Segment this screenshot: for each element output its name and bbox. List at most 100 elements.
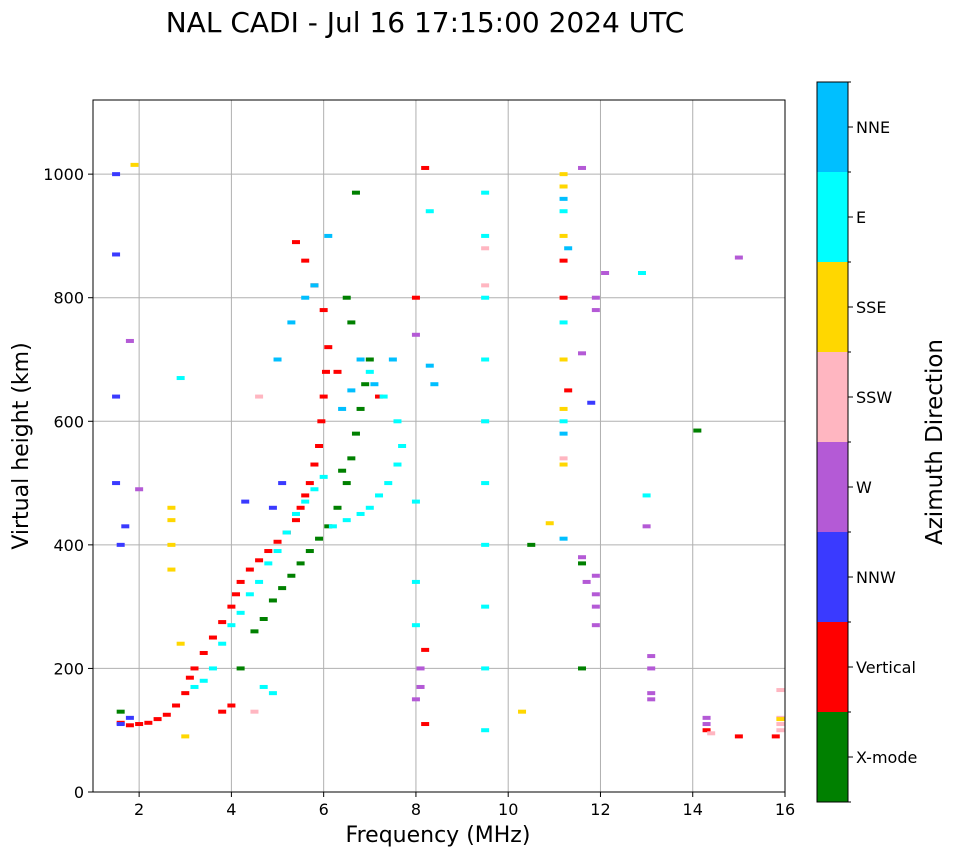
data-point xyxy=(771,734,780,739)
data-point xyxy=(268,598,277,603)
x-tick-label: 10 xyxy=(498,800,518,819)
plot-frame xyxy=(92,99,786,793)
data-point xyxy=(296,561,305,566)
data-point xyxy=(416,684,425,689)
data-point xyxy=(411,499,420,504)
data-point xyxy=(310,487,319,492)
data-point xyxy=(112,394,121,399)
data-point xyxy=(236,610,245,615)
colorbar-swatch xyxy=(817,262,848,352)
data-point xyxy=(227,604,236,609)
data-point xyxy=(587,400,596,405)
data-point xyxy=(176,376,185,381)
x-tick-label: 6 xyxy=(319,800,329,819)
data-point xyxy=(481,604,490,609)
data-point xyxy=(264,561,273,566)
colorbar-swatch xyxy=(817,82,848,172)
data-point xyxy=(125,338,134,343)
colorbar-swatch xyxy=(817,442,848,532)
x-tick-label: 4 xyxy=(226,800,236,819)
data-point xyxy=(199,678,208,683)
data-point xyxy=(268,691,277,696)
data-point xyxy=(121,524,130,529)
data-point xyxy=(411,579,420,584)
data-point xyxy=(421,647,430,652)
data-point xyxy=(370,382,379,387)
data-point xyxy=(591,573,600,578)
data-point xyxy=(135,722,144,727)
data-point xyxy=(185,675,194,680)
data-point xyxy=(116,709,125,714)
data-point xyxy=(559,196,568,201)
data-point xyxy=(559,295,568,300)
data-point xyxy=(601,271,610,275)
data-point xyxy=(190,684,199,689)
data-point xyxy=(273,549,282,554)
data-point xyxy=(296,505,305,510)
data-point xyxy=(578,666,587,671)
colorbar-frame xyxy=(816,81,849,803)
data-point xyxy=(527,542,536,547)
y-tick-label: 200 xyxy=(53,659,84,678)
y-tick-label: 0 xyxy=(74,783,84,802)
data-point xyxy=(241,499,250,504)
data-point xyxy=(232,592,241,597)
data-point xyxy=(591,604,600,609)
data-point xyxy=(319,474,328,479)
data-point xyxy=(112,481,121,486)
data-point xyxy=(518,709,527,714)
data-point xyxy=(481,666,490,671)
data-point xyxy=(734,255,743,260)
colorbar-label: X-mode xyxy=(856,748,917,767)
data-point xyxy=(176,641,185,646)
colorbar-label: W xyxy=(856,478,872,497)
data-point xyxy=(702,722,711,727)
data-point xyxy=(144,720,153,725)
colorbar-label: SSE xyxy=(856,298,886,317)
data-point xyxy=(591,623,600,628)
data-point xyxy=(411,295,420,300)
data-point xyxy=(379,394,388,399)
data-point xyxy=(559,456,568,461)
data-point xyxy=(291,511,300,516)
data-point xyxy=(130,162,139,167)
data-point xyxy=(591,295,600,300)
data-point xyxy=(310,462,319,467)
x-tick-label: 2 xyxy=(134,800,144,819)
data-point xyxy=(218,641,227,646)
data-point xyxy=(411,332,420,337)
series-e xyxy=(176,190,651,733)
series-nne xyxy=(273,196,573,541)
data-point xyxy=(305,481,314,486)
data-point xyxy=(481,481,490,486)
data-point xyxy=(481,190,490,195)
colorbar-swatch xyxy=(817,622,848,712)
series-w xyxy=(125,165,743,727)
data-point xyxy=(375,394,384,399)
data-point xyxy=(351,431,360,436)
data-point xyxy=(167,518,176,523)
data-point xyxy=(301,258,310,263)
data-point xyxy=(236,579,245,584)
data-point xyxy=(153,717,162,722)
data-point xyxy=(559,536,568,541)
data-point xyxy=(564,388,573,393)
data-point xyxy=(264,549,273,554)
data-point xyxy=(347,320,356,325)
data-point xyxy=(693,428,702,433)
data-point xyxy=(301,493,310,498)
data-point xyxy=(393,462,402,467)
data-point xyxy=(578,165,587,170)
data-point xyxy=(591,308,600,313)
data-point xyxy=(259,617,268,621)
data-point xyxy=(342,481,351,486)
data-point xyxy=(310,283,319,288)
data-point xyxy=(398,444,407,448)
data-point xyxy=(559,184,568,189)
data-point xyxy=(218,620,227,625)
data-point xyxy=(481,728,490,733)
data-point xyxy=(564,246,573,251)
data-point xyxy=(481,246,490,251)
data-point xyxy=(250,629,259,634)
